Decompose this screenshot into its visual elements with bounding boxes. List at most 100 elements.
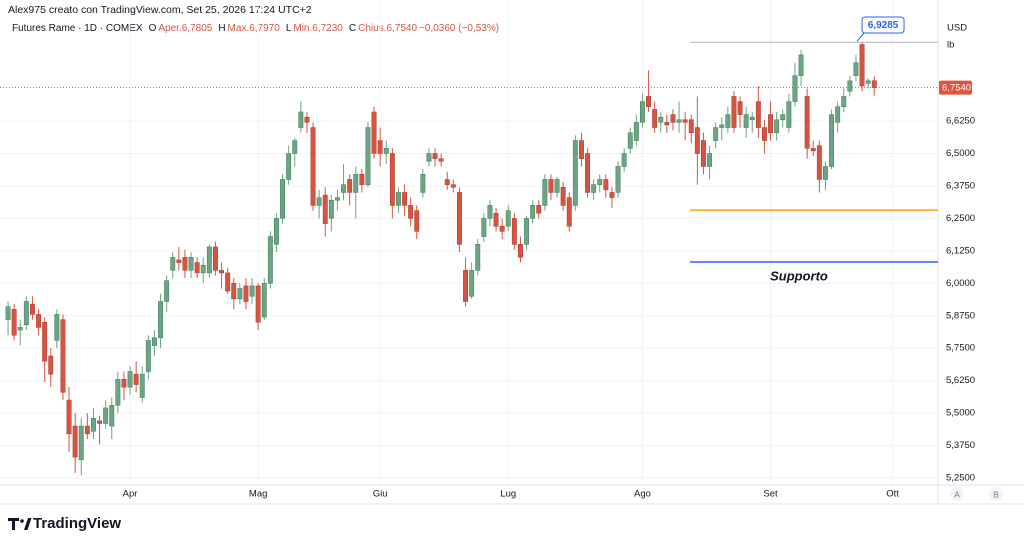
candle-body [457,192,462,245]
candle-body [231,283,237,300]
candle-body [469,270,475,297]
candle-body [371,111,377,154]
candle-body [353,174,359,193]
candle-body [383,148,389,154]
candle-body [176,259,182,263]
candle-body [481,218,487,237]
candle-body [194,262,200,274]
candle-body [432,153,438,159]
callout-leader [856,32,865,42]
candle-body [804,96,810,149]
candle-body [646,96,651,108]
candle-body [774,119,780,133]
candle-body [829,114,834,167]
candle-body [274,218,279,245]
candle-body [621,153,627,167]
candle-body [420,174,426,193]
legend-value: Chius.6,7540 [358,23,417,34]
candle-body [719,124,725,128]
candle-body [188,257,194,271]
candle-body [536,205,542,214]
candle-body [139,373,145,398]
candle-body [707,153,712,167]
y-tick-label: 6,5000 [946,148,975,159]
candle-body [701,140,706,167]
candle-body [823,166,828,180]
candle-body [426,153,432,162]
unit: lb [947,40,954,51]
candle-body [835,106,841,123]
candle-body [627,132,633,149]
candle-body [121,379,127,388]
scale-button[interactable] [950,487,964,501]
candle-body [164,280,170,302]
candle-body [603,179,609,191]
scale-button-label: B [993,489,999,499]
candle-body [579,140,584,159]
candle-body [377,140,383,154]
candle-body [365,127,371,185]
candle-body [865,80,871,84]
candle-body [359,174,365,185]
candle-body [267,236,273,284]
candle-body [859,44,865,87]
candle-body [585,153,590,193]
logo: TradingView [33,515,121,532]
candle-body [237,288,243,300]
candle-body [243,285,249,302]
candle-body [572,140,578,206]
candle-body [206,246,212,274]
candle-body [54,314,60,341]
candle-body [219,270,225,274]
y-tick-label: 5,5000 [946,408,975,419]
y-tick-label: 5,2500 [946,473,975,484]
last-price-label: 6,7540 [942,83,971,94]
candle-body [17,327,23,331]
candle-body [871,80,877,88]
candle-body [158,301,164,339]
y-tick-label: 6,0000 [946,278,975,289]
candle-body [798,54,804,76]
candle-body [304,116,310,123]
x-tick-label: Giu [373,489,388,500]
y-tick-label: 6,1250 [946,245,975,256]
candle-body [328,199,334,219]
candle-body [609,192,615,198]
candle-body [286,153,292,180]
candle-body [615,166,621,193]
candle-body [652,109,658,128]
candle-body [23,301,29,326]
y-tick-label: 5,3750 [946,440,975,451]
candle-body [310,127,316,206]
y-tick-label: 5,7500 [946,343,975,354]
candle-body [292,140,298,154]
x-tick-label: Set [763,489,778,500]
candle-body [109,405,115,427]
candle-body [30,303,35,315]
candle-body [676,119,682,123]
candle-body [316,197,322,206]
legend-symbol: Futures Rame · 1D · COMEX [12,23,143,34]
candle-body [591,184,597,193]
candle-body [145,340,151,372]
candle-body [60,319,66,393]
candle-body [36,314,41,328]
candle-body [505,210,511,227]
candle-body [670,114,676,123]
candle-body [341,184,347,193]
x-tick-label: Ott [886,489,899,500]
y-tick-label: 6,3750 [946,180,975,191]
candle-body [554,179,560,193]
candle-body [499,225,505,232]
candle-body [97,420,102,424]
scale-button[interactable] [989,487,1003,501]
candle-body [213,246,218,271]
credit: Alex975 creato con TradingView.com, Set … [8,4,312,16]
candle-body [225,272,231,292]
candle-body [72,425,78,458]
candle-body [48,355,54,375]
candle-body [249,285,255,297]
candle-body [475,244,481,271]
candle-body [84,425,90,435]
